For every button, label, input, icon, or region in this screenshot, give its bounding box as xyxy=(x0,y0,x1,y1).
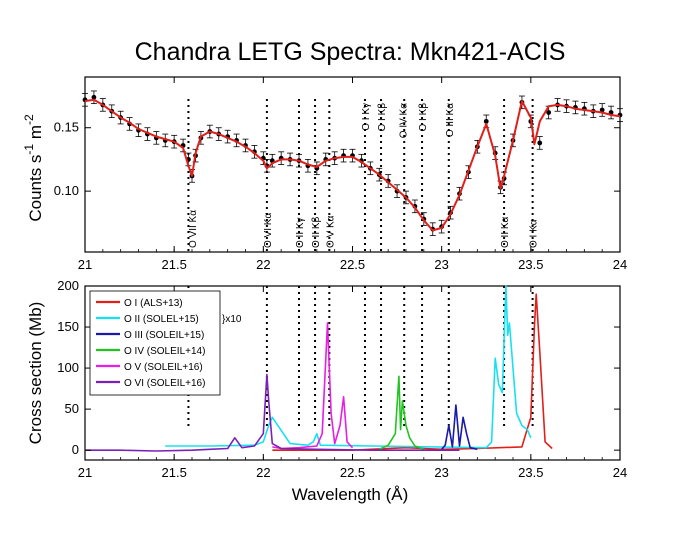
line-annotation: O II Kγ xyxy=(295,217,306,248)
lower-x-tick-label: 23.5 xyxy=(518,465,543,480)
cross-section-series-3 xyxy=(441,404,478,451)
lower-x-tick-label: 22 xyxy=(256,465,270,480)
upper-spectrum-panel: O VII Kα O VI Kα O II Kγ O II Kβ O V Kα O I K… xyxy=(22,76,627,272)
lower-y-tick-label: 200 xyxy=(57,278,79,293)
legend-entry: O IV (SOLEIL+14) xyxy=(124,346,205,357)
upper-y-tick-label: 0.10 xyxy=(54,183,79,198)
data-point xyxy=(546,110,552,115)
lower-axes: 21 21.5 22 22.5 23 23.5 24 0 50 100 150 200 xyxy=(57,278,627,480)
line-annotation: O I Kα xyxy=(529,219,540,248)
legend-box xyxy=(89,290,221,396)
line-annotation: O I Kβ xyxy=(377,103,388,132)
legend: O I (ALS+13) O II (SOLEL+15) O III (SOLEIL… xyxy=(89,290,242,396)
scale-note: }x10 xyxy=(222,314,242,325)
chart-title: Chandra LETG Spectra: Mkn421-ACIS xyxy=(135,38,566,66)
lower-cross-section-panel: 21 21.5 22 22.5 23 23.5 24 0 50 100 150 200 O I (AL… xyxy=(26,278,627,504)
upper-y-axis-label: Counts s-1 m-2 xyxy=(22,114,45,222)
upper-x-tick-label: 21 xyxy=(78,257,92,272)
line-annotation: O I Kγ xyxy=(361,103,372,131)
cross-section-series-5 xyxy=(272,322,354,450)
upper-plot-frame xyxy=(84,76,621,253)
model-curve xyxy=(84,98,621,232)
cross-section-series-6 xyxy=(85,373,460,452)
legend-entry: O III (SOLEIL+15) xyxy=(124,330,204,341)
upper-x-tick-label: 22 xyxy=(256,257,270,272)
upper-y-axis-label-exp1: -1 xyxy=(22,144,36,155)
lower-y-tick-label: 50 xyxy=(65,401,79,416)
upper-x-tick-label: 24 xyxy=(613,257,627,272)
legend-entry: O V (SOLEIL+16) xyxy=(124,362,203,373)
upper-y-axis-label-mid: m xyxy=(26,125,45,144)
cross-section-series-1 xyxy=(272,293,553,452)
lower-y-tick-label: 100 xyxy=(57,360,79,375)
line-annotation: O I Kβ xyxy=(418,103,429,132)
lower-series-lines xyxy=(85,285,553,452)
lower-marker-lines xyxy=(187,286,534,426)
line-annotation: O VI Kα xyxy=(263,213,274,248)
upper-model-curve xyxy=(84,98,621,232)
lower-x-tick-label: 21.5 xyxy=(162,465,187,480)
line-annotation: O II Kβ xyxy=(311,216,322,248)
upper-y-axis-label-exp2: -2 xyxy=(22,114,36,125)
data-point xyxy=(483,118,489,124)
cross-section-series-4 xyxy=(378,375,425,451)
line-annotations: O VII Kα O VI Kα O II Kγ O II Kβ O V Kα O I K… xyxy=(188,103,540,248)
line-annotation: O III Kα xyxy=(445,103,456,137)
legend-entry: O I (ALS+13) xyxy=(124,298,183,309)
legend-entry: O VI (SOLEIL+16) xyxy=(124,378,205,389)
lower-y-axis-label: Cross section (Mb) xyxy=(26,302,45,445)
lower-y-tick-label: 0 xyxy=(72,442,79,457)
data-point xyxy=(537,140,543,146)
line-annotation: O II Kα xyxy=(500,216,511,248)
upper-x-tick-label: 21.5 xyxy=(162,257,187,272)
lower-x-tick-label: 24 xyxy=(613,465,627,480)
upper-y-tick-label: 0.15 xyxy=(54,120,79,135)
x-axis-label: Wavelength (Å) xyxy=(292,485,409,504)
line-annotation: O IV Kα xyxy=(398,103,409,138)
lower-x-tick-label: 21 xyxy=(78,465,92,480)
upper-axes: 21 21.5 22 22.5 23 23.5 24 0.10 0.15 xyxy=(54,77,627,272)
data-point xyxy=(91,94,97,100)
lower-y-tick-label: 150 xyxy=(57,319,79,334)
data-point xyxy=(599,107,605,113)
cross-section-series-2 xyxy=(165,285,532,449)
line-annotation: O V Kα xyxy=(325,215,336,248)
upper-marker-lines xyxy=(187,99,534,252)
line-annotation: O VII Kα xyxy=(188,210,199,248)
upper-data-points xyxy=(82,90,623,236)
upper-x-tick-label: 23.5 xyxy=(518,257,543,272)
legend-entry: O II (SOLEL+15) xyxy=(124,314,199,325)
upper-x-tick-label: 22.5 xyxy=(340,257,365,272)
lower-x-tick-label: 23 xyxy=(434,465,448,480)
upper-x-tick-label: 23 xyxy=(434,257,448,272)
upper-y-axis-label-main: Counts s xyxy=(26,155,45,222)
lower-x-tick-label: 22.5 xyxy=(340,465,365,480)
